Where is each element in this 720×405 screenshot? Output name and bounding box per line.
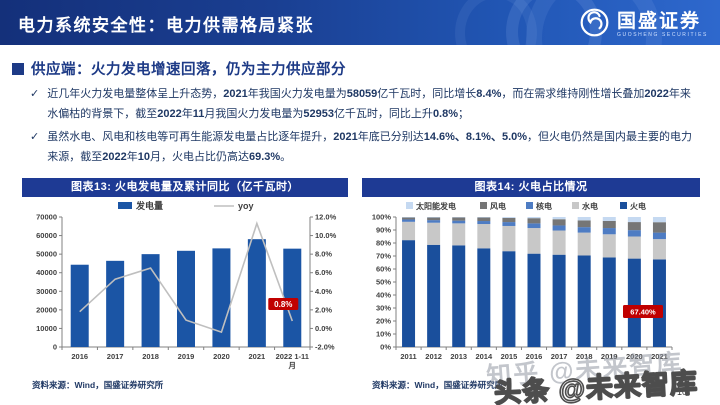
svg-text:20000: 20000: [36, 305, 57, 314]
chart13-title: 图表13: 火电发电量及累计同比（亿千瓦时）: [22, 178, 348, 197]
svg-text:2020: 2020: [213, 352, 230, 361]
svg-text:20%: 20%: [376, 317, 391, 326]
svg-text:60%: 60%: [376, 265, 391, 274]
svg-text:2017: 2017: [551, 352, 568, 361]
svg-text:2022 1-11月: 2022 1-11 月: [276, 352, 309, 370]
svg-text:2018: 2018: [576, 352, 593, 361]
svg-text:8.0%: 8.0%: [315, 250, 332, 259]
check-icon: ✓: [30, 130, 40, 143]
svg-text:yoy: yoy: [238, 201, 254, 211]
svg-text:太阳能发电: 太阳能发电: [415, 201, 456, 211]
svg-text:6.0%: 6.0%: [315, 268, 332, 277]
svg-text:4.0%: 4.0%: [315, 287, 332, 296]
svg-text:50%: 50%: [376, 278, 391, 287]
guosheng-logo-icon: [578, 6, 611, 44]
check-icon: ✓: [30, 88, 40, 100]
svg-text:50000: 50000: [36, 250, 57, 259]
page-title: 电力系统安全性：电力供需格局紧张: [18, 16, 314, 35]
svg-text:0: 0: [53, 343, 57, 352]
chart-panel-thermal-generation: 图表13: 火电发电量及累计同比（亿千瓦时） 0 10000 20000 30000 4…: [22, 178, 348, 391]
bullet-text: 近几年火力发电量整体呈上升态势，2021年我国火力发电量为58059亿千瓦时，同…: [47, 88, 691, 121]
svg-text:10000: 10000: [36, 324, 57, 333]
svg-text:30%: 30%: [376, 304, 391, 313]
svg-text:2021: 2021: [249, 352, 266, 361]
svg-text:60000: 60000: [36, 231, 57, 240]
svg-text:0.8%: 0.8%: [274, 300, 292, 309]
header-banner: 电力系统安全性：电力供需格局紧张 国盛证券 GUOSHENG SECURITIE…: [0, 0, 720, 45]
bullet-list: ✓ 近几年火力发电量整体呈上升态势，2021年我国火力发电量为58059亿千瓦时，…: [30, 84, 696, 169]
bullet-item: ✓ 近几年火力发电量整体呈上升态势，2021年我国火力发电量为58059亿千瓦时，…: [30, 84, 696, 125]
svg-text:-2.0%: -2.0%: [315, 343, 335, 352]
svg-text:2013: 2013: [450, 352, 467, 361]
svg-text:2018: 2018: [142, 352, 159, 361]
brand-lockup: 国盛证券 GUOSHENG SECURITIES: [578, 6, 708, 44]
svg-text:2019: 2019: [178, 352, 195, 361]
svg-text:10.0%: 10.0%: [315, 231, 337, 240]
thermal-generation-yoy-chart: 0 10000 20000 30000 40000 50000 60000 70000 -2.0…: [22, 197, 348, 375]
svg-text:水电: 水电: [581, 201, 598, 211]
svg-text:2020: 2020: [626, 352, 643, 361]
svg-text:0%: 0%: [380, 343, 391, 352]
bullet-item: ✓ 虽然水电、风电和核电等可再生能源发电量占比逐年提升，2021年底已分别达14.…: [30, 127, 696, 168]
brand-subname: GUOSHENG SECURITIES: [617, 32, 708, 38]
page-number: 10: [677, 387, 688, 397]
svg-text:30000: 30000: [36, 287, 57, 296]
bullet-text: 虽然水电、风电和核电等可再生能源发电量占比逐年提升，2021年底已分别达14.6…: [47, 130, 693, 164]
svg-text:2012: 2012: [425, 352, 442, 361]
section-heading: 供应端：火力发电增速回落，仍为主力供应部分: [12, 58, 346, 79]
svg-text:2.0%: 2.0%: [315, 305, 332, 314]
svg-text:100%: 100%: [372, 213, 392, 222]
svg-text:火电: 火电: [630, 201, 646, 211]
chart14-title: 图表14: 火电占比情况: [362, 178, 700, 197]
svg-text:67.40%: 67.40%: [630, 308, 656, 317]
svg-text:2016: 2016: [71, 352, 88, 361]
svg-text:2011: 2011: [400, 352, 416, 361]
svg-text:2017: 2017: [107, 352, 124, 361]
svg-text:40%: 40%: [376, 291, 391, 300]
brand-name: 国盛证券: [617, 11, 702, 32]
chart13-source: 资料来源：Wind，国盛证券研究所: [32, 380, 164, 390]
svg-text:80%: 80%: [376, 239, 391, 248]
svg-text:0.0%: 0.0%: [315, 324, 332, 333]
thermal-share-stacked-chart: 0% 10% 20% 30% 40% 50% 60% 70% 80% 90% 100% 2011 201…: [362, 197, 700, 375]
section-heading-label: 供应端：火力发电增速回落，仍为主力供应部分: [31, 62, 346, 78]
svg-text:2015: 2015: [501, 352, 518, 361]
svg-text:2014: 2014: [475, 352, 493, 361]
banner-decor-arc: [455, 0, 537, 45]
svg-text:90%: 90%: [376, 226, 391, 235]
svg-text:核电: 核电: [536, 201, 552, 211]
svg-text:2021: 2021: [651, 352, 668, 361]
chart14-source: 资料来源：Wind，国盛证券研究所: [372, 380, 504, 390]
chart-panel-thermal-share: 图表14: 火电占比情况 0% 10% 20% 30% 40% 50% 60% 70% 80% 9…: [362, 178, 700, 391]
svg-text:2019: 2019: [601, 352, 618, 361]
svg-text:12.0%: 12.0%: [315, 213, 337, 222]
svg-text:70000: 70000: [36, 213, 57, 222]
svg-text:40000: 40000: [36, 268, 57, 277]
svg-text:2016: 2016: [526, 352, 543, 361]
heading-square-bullet-icon: [12, 62, 24, 75]
svg-text:发电量: 发电量: [135, 200, 163, 211]
svg-text:风电: 风电: [490, 201, 506, 211]
svg-text:10%: 10%: [376, 330, 391, 339]
svg-text:70%: 70%: [376, 252, 391, 261]
